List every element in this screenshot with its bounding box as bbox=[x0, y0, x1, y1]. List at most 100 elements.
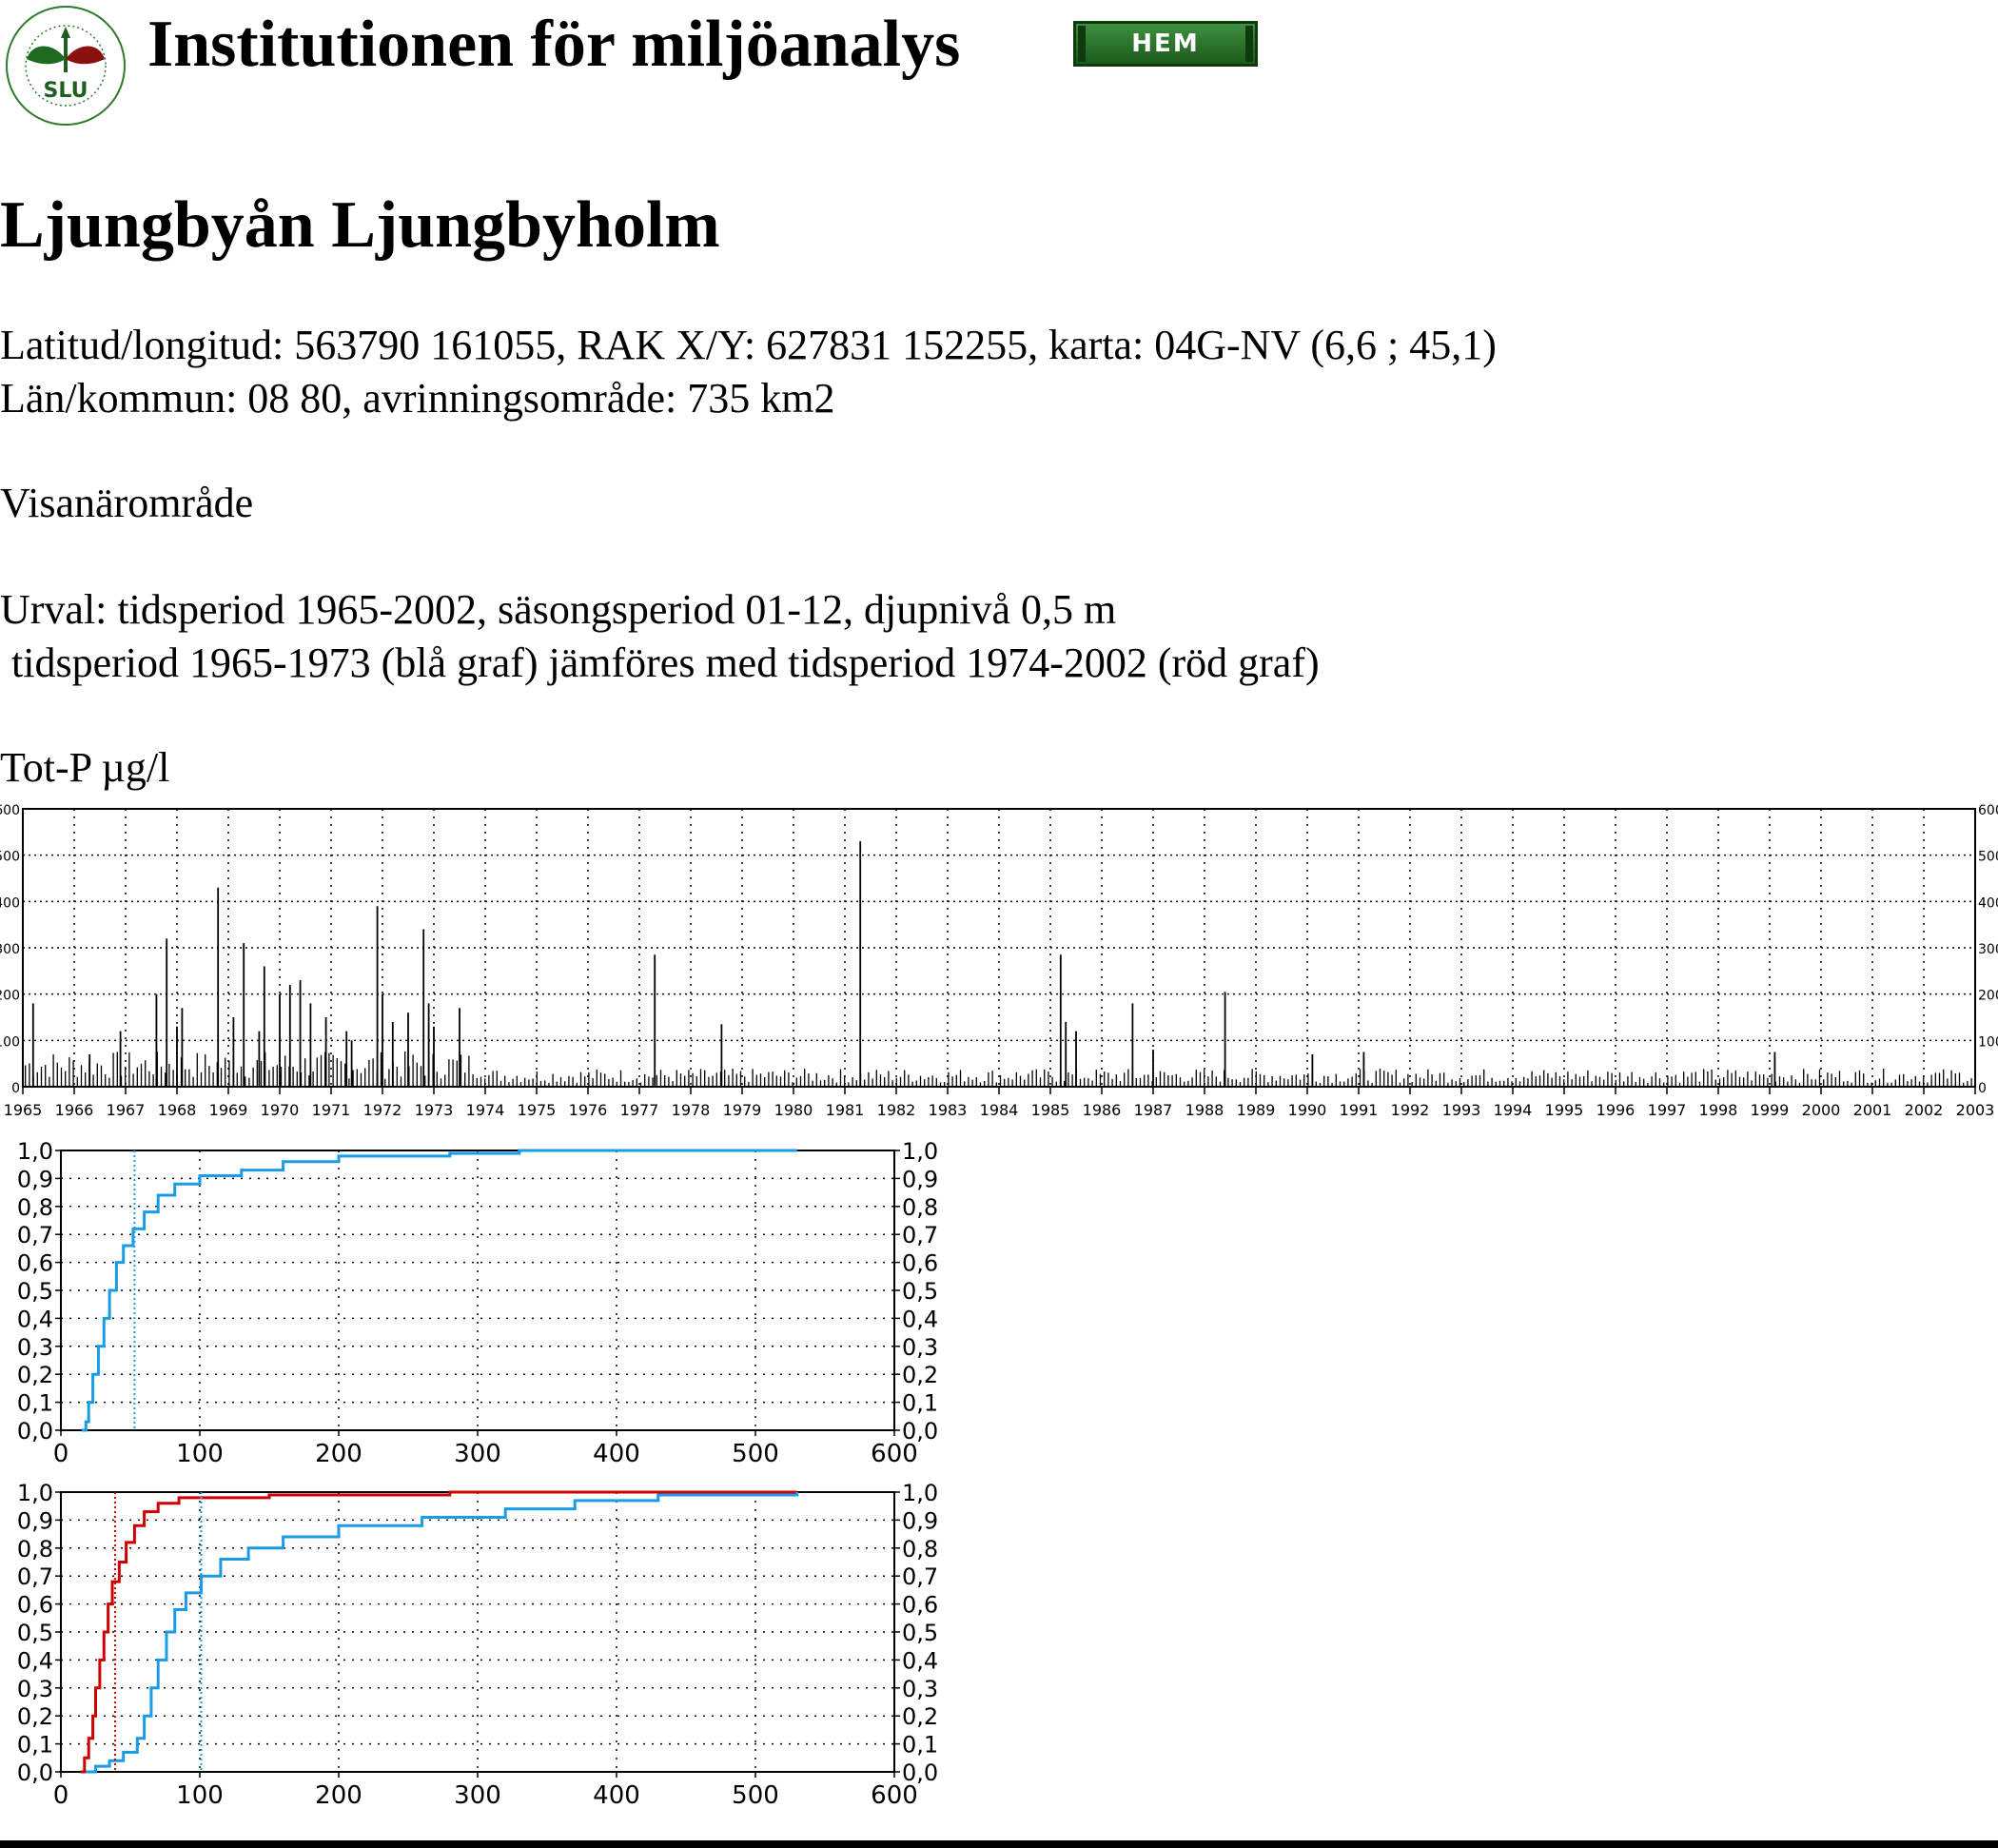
timeseries-xtick-label: 1975 bbox=[518, 1101, 557, 1119]
cdf-chart-2-xtick-label: 200 bbox=[315, 1781, 362, 1810]
logo-text: SLU bbox=[44, 79, 88, 103]
timeseries-xtick-label: 1991 bbox=[1340, 1101, 1379, 1119]
cdf-chart-1-ytick-left: 0,7 bbox=[17, 1222, 53, 1248]
cdf-chart-2-ytick-left: 0,5 bbox=[17, 1620, 53, 1646]
cdf-chart-1-ytick-left: 0,3 bbox=[17, 1334, 53, 1361]
cdf-chart-1-ytick-right: 0,5 bbox=[902, 1278, 938, 1305]
timeseries-xtick-label: 1984 bbox=[980, 1101, 1019, 1119]
cdf-chart-2-ytick-left: 0,8 bbox=[17, 1536, 53, 1563]
cdf-chart-1-ytick-left: 0,4 bbox=[17, 1306, 53, 1332]
cdf-chart-2: 0,0 0,00,1 0,10,2 0,20,3 0,30,4 0,40,5 0,50,6 0… bbox=[17, 1480, 938, 1810]
timeseries-ytick-right: 600 bbox=[1978, 803, 1998, 818]
timeseries-xtick-label: 1985 bbox=[1031, 1101, 1070, 1119]
cdf-chart-2-ytick-right: 0,3 bbox=[902, 1676, 938, 1702]
timeseries-xtick-label: 1989 bbox=[1237, 1101, 1276, 1119]
timeseries-xtick-label: 1997 bbox=[1648, 1101, 1687, 1119]
cdf-chart-2-ytick-left: 0,2 bbox=[17, 1703, 53, 1730]
bottom-divider bbox=[0, 1840, 1998, 1848]
timeseries-xtick-label: 1988 bbox=[1185, 1101, 1224, 1119]
timeseries-xtick-label: 2002 bbox=[1905, 1101, 1944, 1119]
cdf-chart-2-ytick-right: 0,0 bbox=[902, 1760, 938, 1786]
cdf-chart-1-xtick-label: 100 bbox=[176, 1440, 224, 1468]
timeseries-xtick-label: 1986 bbox=[1083, 1101, 1122, 1119]
timeseries-ytick-left: 100 bbox=[0, 1034, 20, 1050]
timeseries-ytick-left: 0 bbox=[11, 1081, 20, 1096]
cdf-chart-1-ytick-right: 0,8 bbox=[902, 1194, 938, 1221]
timeseries-xtick-label: 2001 bbox=[1853, 1101, 1892, 1119]
cdf-chart-2-blue-series bbox=[86, 1492, 799, 1774]
timeseries-xtick-label: 1987 bbox=[1134, 1101, 1173, 1119]
cdf-chart-1-xtick-label: 0 bbox=[53, 1440, 69, 1468]
timeseries-ytick-left: 500 bbox=[0, 850, 20, 865]
timeseries-plot-area bbox=[22, 808, 1976, 1088]
timeseries-ytick-right: 500 bbox=[1978, 850, 1998, 865]
timeseries-xtick-label: 1969 bbox=[209, 1101, 248, 1119]
cdf-chart-1-xtick-label: 500 bbox=[732, 1440, 779, 1468]
cdf-chart-2-plot-area bbox=[60, 1491, 895, 1773]
cdf-chart-1-plot-area bbox=[60, 1150, 895, 1431]
cdf-chart-1-ytick-right: 0,4 bbox=[902, 1306, 938, 1332]
cdf-chart-2-xtick-label: 500 bbox=[732, 1781, 779, 1810]
page-header: SLU Institutionen för miljöanalys HEM bbox=[0, 0, 1998, 133]
county-municipality-text: Län/kommun: 08 80, avrinningsområde: 735… bbox=[0, 375, 835, 422]
timeseries-xtick-label: 1979 bbox=[723, 1101, 762, 1119]
cdf-chart-1-ytick-right: 0,0 bbox=[902, 1418, 938, 1445]
home-button[interactable]: HEM bbox=[1073, 21, 1258, 67]
cdf-chart-2-ytick-left: 0,1 bbox=[17, 1732, 53, 1759]
cdf-chart-2-ytick-right: 0,7 bbox=[902, 1563, 938, 1590]
cdf-chart-2-xtick-label: 0 bbox=[53, 1781, 69, 1810]
timeseries-ytick-right: 200 bbox=[1978, 989, 1998, 1004]
timeseries-xtick-label: 1993 bbox=[1442, 1101, 1481, 1119]
cdf-chart-2-ytick-left: 0,4 bbox=[17, 1647, 53, 1674]
station-title: Ljungbyån Ljungbyholm bbox=[0, 188, 720, 262]
comparison-text: tidsperiod 1965-1973 (blå graf) jämföres… bbox=[11, 639, 1320, 686]
cdf-chart-1-ytick-right: 0,2 bbox=[902, 1362, 938, 1388]
cdf-chart-2-xtick-label: 400 bbox=[593, 1781, 640, 1810]
cdf-chart-2-xtick-label: 600 bbox=[871, 1781, 918, 1810]
cdf-chart-2-ytick-right: 0,2 bbox=[902, 1703, 938, 1730]
timeseries-ytick-right: 300 bbox=[1978, 942, 1998, 957]
timeseries-xtick-label: 1973 bbox=[415, 1101, 454, 1119]
cdf-chart-1-ytick-right: 0,3 bbox=[902, 1334, 938, 1361]
cdf-chart-1-xtick-label: 300 bbox=[454, 1440, 501, 1468]
cdf-chart-2-ytick-right: 0,9 bbox=[902, 1507, 938, 1534]
cdf-chart-1-xtick-label: 600 bbox=[871, 1440, 918, 1468]
cdf-chart-2-ytick-left: 0,0 bbox=[17, 1760, 53, 1786]
timeseries-xtick-label: 1974 bbox=[466, 1101, 505, 1119]
institution-title: Institutionen för miljöanalys bbox=[147, 8, 961, 81]
cdf-chart-1-ytick-left: 0,8 bbox=[17, 1194, 53, 1221]
cdf-chart-1-ytick-left: 0,9 bbox=[17, 1166, 53, 1192]
cdf-chart-2-ytick-right: 0,1 bbox=[902, 1732, 938, 1759]
timeseries-xtick-label: 2000 bbox=[1802, 1101, 1841, 1119]
cdf-chart-1-ytick-right: 0,7 bbox=[902, 1222, 938, 1248]
timeseries-xtick-label: 1990 bbox=[1288, 1101, 1327, 1119]
timeseries-ytick-right: 0 bbox=[1978, 1081, 1987, 1096]
cdf-chart-2-xtick-label: 300 bbox=[454, 1781, 501, 1810]
timeseries-xtick-label: 1965 bbox=[4, 1101, 43, 1119]
cdf-chart-2-ytick-left: 0,9 bbox=[17, 1507, 53, 1534]
cdf-chart-1-xtick-label: 200 bbox=[315, 1440, 362, 1468]
timeseries-ytick-left: 600 bbox=[0, 803, 20, 818]
timeseries-xtick-label: 1983 bbox=[929, 1101, 968, 1119]
cdf-chart-1-ytick-left: 0,1 bbox=[17, 1390, 53, 1417]
cdf-chart-2-ytick-right: 1,0 bbox=[902, 1480, 938, 1506]
cdf-chart-2-ytick-left: 0,3 bbox=[17, 1676, 53, 1702]
cdf-chart-2-ytick-right: 0,4 bbox=[902, 1647, 938, 1674]
cdf-chart-2-ytick-left: 0,6 bbox=[17, 1592, 53, 1619]
coordinates-text: Latitud/longitud: 563790 161055, RAK X/Y… bbox=[0, 322, 1497, 368]
timeseries-xtick-label: 1992 bbox=[1391, 1101, 1430, 1119]
show-nearby-link[interactable]: Visanärområde bbox=[0, 480, 254, 526]
timeseries-xtick-label: 1966 bbox=[55, 1101, 94, 1119]
cdf-chart-1: 0,0 0,00,1 0,10,2 0,20,3 0,30,4 0,40,5 0,50,6 0… bbox=[17, 1138, 938, 1468]
timeseries-ytick-left: 400 bbox=[0, 895, 20, 911]
cdf-chart-2-ytick-right: 0,8 bbox=[902, 1536, 938, 1563]
cdf-chart-1-ytick-right: 0,9 bbox=[902, 1166, 938, 1192]
timeseries-ytick-left: 200 bbox=[0, 989, 20, 1004]
timeseries-xtick-label: 1996 bbox=[1596, 1101, 1636, 1119]
timeseries-xtick-label: 1980 bbox=[774, 1101, 813, 1119]
slu-logo[interactable]: SLU bbox=[4, 4, 127, 128]
timeseries-xtick-label: 1977 bbox=[620, 1101, 659, 1119]
timeseries-ytick-left: 300 bbox=[0, 942, 20, 957]
timeseries-xtick-label: 1971 bbox=[312, 1101, 351, 1119]
cdf-chart-1-ytick-right: 1,0 bbox=[902, 1138, 938, 1165]
